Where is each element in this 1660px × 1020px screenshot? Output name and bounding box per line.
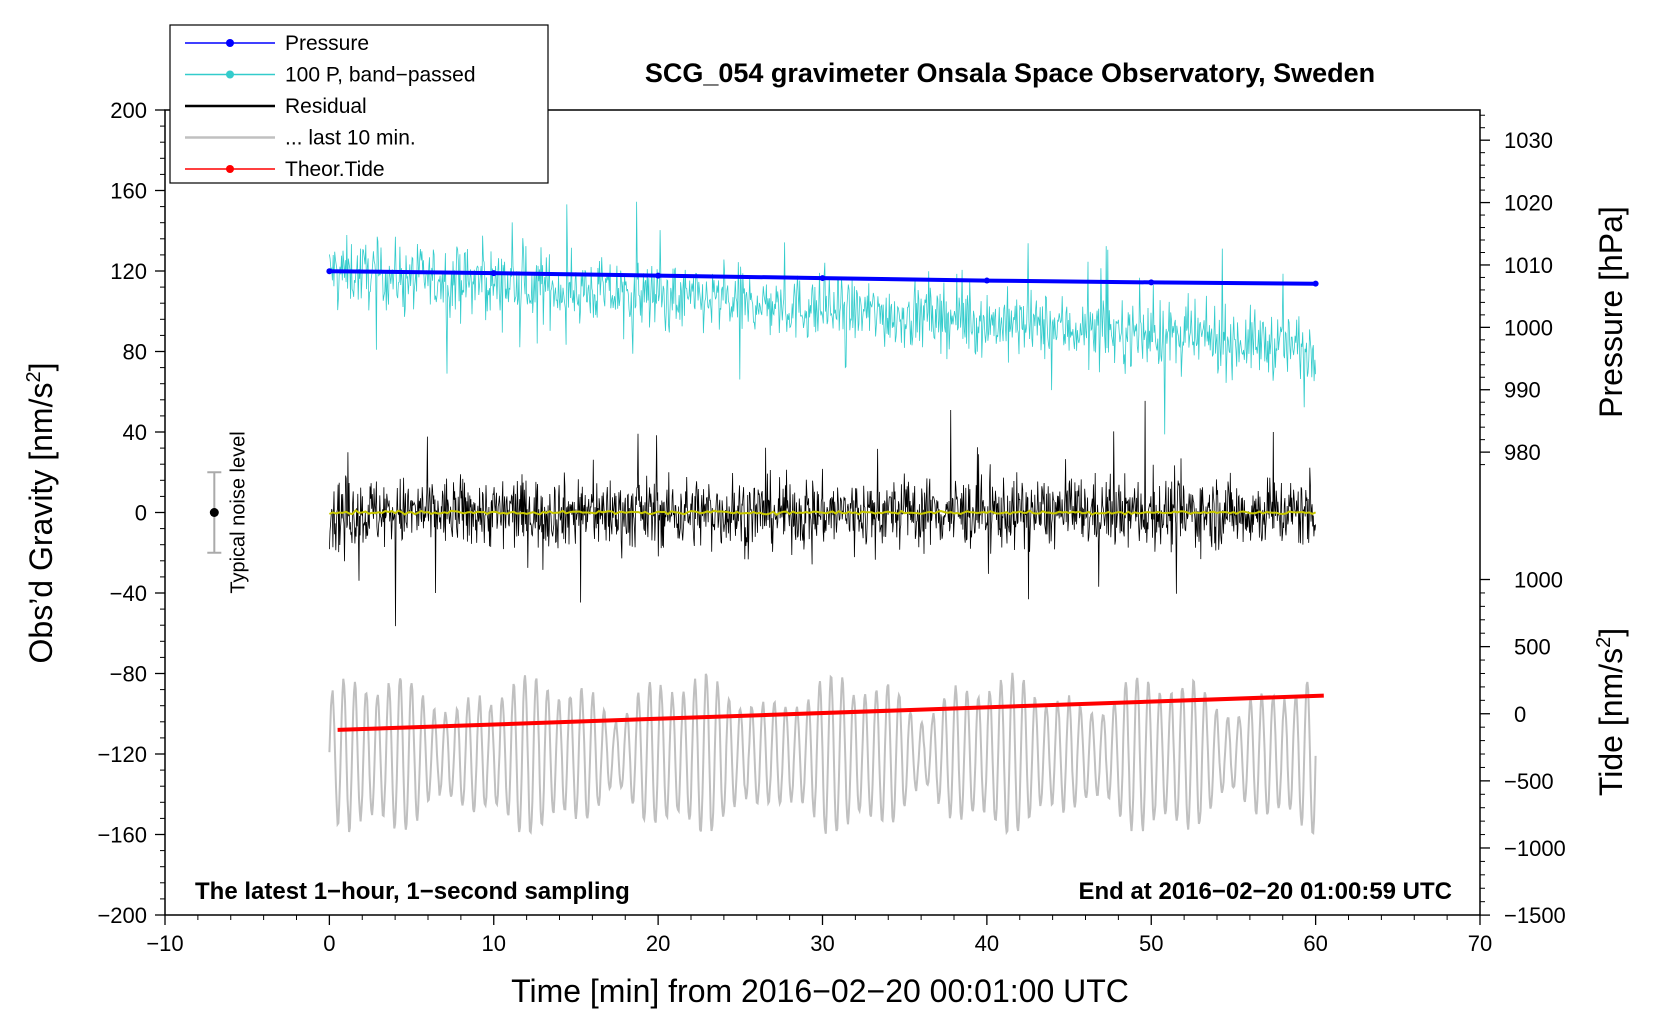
legend-items: Pressure 100 P, band−passed Residual ... la…	[185, 32, 476, 181]
pressure-point	[983, 277, 990, 284]
pressure-point	[819, 275, 826, 282]
tide-tick-label: 1000	[1514, 568, 1563, 593]
y-tick-label: −120	[97, 742, 147, 767]
series-bandpassed-line	[329, 201, 1316, 435]
pressure-point	[326, 268, 333, 275]
tide-tick-label: −1000	[1504, 836, 1566, 861]
series-layer	[326, 201, 1324, 836]
x-tick-label: −10	[146, 931, 183, 956]
pressure-axis-title: Pressure [hPa]	[1593, 206, 1629, 418]
y-tick-label: 200	[110, 98, 147, 123]
tide-axis-ticks: 1000 500 0 −500 −1000 −1500	[1480, 568, 1566, 928]
pressure-point	[1312, 280, 1319, 287]
tide-axis-title-end: ]	[1593, 628, 1629, 637]
noise-bar-label: Typical noise level	[227, 431, 249, 593]
y-axis-ticks: 200 160 120 80 40 0 −40 −80 −120 −160 −200	[97, 98, 165, 928]
pressure-point	[490, 270, 497, 277]
y-axis-title-left-end: ]	[23, 363, 59, 372]
pressure-tick-label: 980	[1504, 440, 1541, 465]
x-tick-label: 20	[646, 931, 670, 956]
y-tick-label: 80	[123, 340, 147, 365]
legend: Pressure 100 P, band−passed Residual ... la…	[169, 24, 549, 184]
pressure-tick-label: 1020	[1504, 191, 1553, 216]
legend-label: ... last 10 min.	[285, 127, 416, 150]
legend-label: Pressure	[285, 32, 369, 55]
x-tick-label: 30	[810, 931, 834, 956]
y-tick-label: −160	[97, 823, 147, 848]
noise-bar-dot	[209, 508, 219, 517]
tide-axis-title-main: Tide [nm/s	[1593, 648, 1629, 796]
pressure-tick-label: 1030	[1504, 128, 1553, 153]
tide-tick-label: 0	[1514, 702, 1526, 727]
pressure-point	[655, 272, 662, 279]
y-tick-label: −40	[110, 581, 147, 606]
y-axis-title-left-main: Obs’d Gravity [nm/s	[23, 383, 59, 664]
y-tick-label: 120	[110, 259, 147, 284]
y-axis-title-left: Obs’d Gravity [nm/s2]	[23, 363, 59, 664]
x-tick-label: 60	[1303, 931, 1327, 956]
tide-tick-label: 500	[1514, 635, 1551, 660]
y-tick-label: −80	[110, 662, 147, 687]
tide-tick-label: −500	[1504, 769, 1554, 794]
pressure-axis-ticks: 1030 1020 1010 1000 990 980	[1480, 114, 1553, 465]
y-tick-label: 160	[110, 179, 147, 204]
x-tick-label: 10	[482, 931, 506, 956]
tide-axis-title-sup: 2	[1593, 637, 1615, 648]
chart-title: SCG_054 gravimeter Onsala Space Observat…	[645, 58, 1375, 88]
note-right: End at 2016−02−20 01:00:59 UTC	[1078, 878, 1452, 905]
legend-swatch-marker	[226, 39, 234, 47]
legend-swatch-marker	[226, 165, 234, 173]
pressure-tick-label: 1010	[1504, 253, 1553, 278]
legend-swatch-marker	[226, 70, 234, 79]
y-axis-title-left-sup: 2	[23, 371, 45, 382]
x-axis-title: Time [min] from 2016−02−20 00:01:00 UTC	[511, 973, 1129, 1009]
y-tick-label: 40	[123, 420, 147, 445]
y-tick-label: −200	[97, 903, 147, 928]
x-tick-label: 50	[1139, 931, 1163, 956]
y-tick-label: 0	[135, 501, 147, 526]
legend-box	[169, 24, 549, 184]
tide-tick-label: −1500	[1504, 903, 1566, 928]
tide-axis-title: Tide [nm/s2]	[1593, 628, 1629, 796]
legend-label: Residual	[285, 95, 367, 118]
series-tide-line	[337, 693, 1324, 732]
noise-bar: Typical noise level	[207, 431, 249, 594]
x-tick-label: 70	[1468, 931, 1492, 956]
legend-label: 100 P, band−passed	[285, 64, 476, 87]
note-left: The latest 1−hour, 1−second sampling	[195, 878, 630, 905]
series-last10min-line	[328, 672, 1317, 836]
legend-label: Theor.Tide	[285, 158, 385, 181]
series-residual-smoothed-line	[328, 509, 1317, 516]
x-axis-ticks: −10 0 10 20 30 40 50 60 70	[146, 915, 1492, 956]
x-tick-label: 0	[323, 931, 335, 956]
x-tick-label: 40	[975, 931, 999, 956]
pressure-tick-label: 990	[1504, 378, 1541, 403]
pressure-tick-label: 1000	[1504, 315, 1553, 340]
pressure-point	[1148, 279, 1155, 286]
